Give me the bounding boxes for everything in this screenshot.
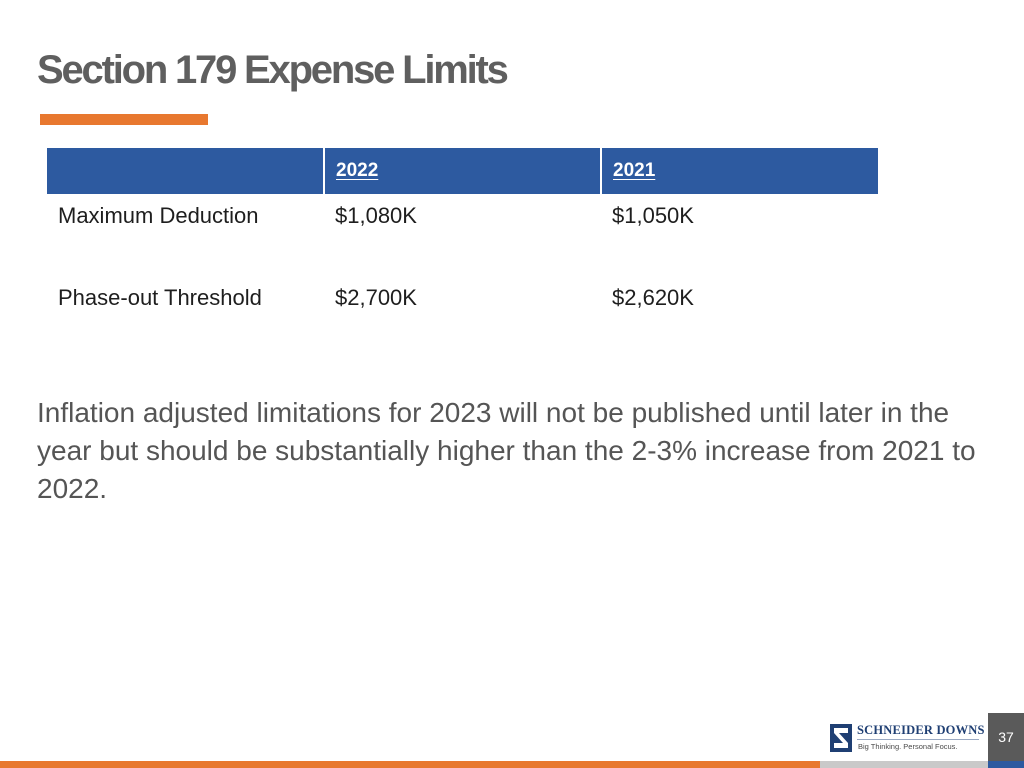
table-row: Maximum Deduction $1,080K $1,050K xyxy=(47,194,878,276)
company-logo: SCHNEIDER DOWNS Big Thinking. Personal F… xyxy=(830,722,984,754)
value-cell: $2,700K xyxy=(335,285,417,310)
footer-color-bar xyxy=(0,761,1024,768)
page-number: 37 xyxy=(988,713,1024,761)
title-accent-bar xyxy=(40,114,208,125)
table-header-row: 2022 2021 xyxy=(47,148,878,194)
footer-bar-blue xyxy=(988,761,1024,768)
logo-name: SCHNEIDER DOWNS xyxy=(857,723,985,737)
expense-limits-table: 2022 2021 Maximum Deduction $1,080K $1,0… xyxy=(47,148,878,358)
value-cell: $1,080K xyxy=(335,203,417,228)
logo-tagline: Big Thinking. Personal Focus. xyxy=(858,742,958,751)
footer-bar-grey xyxy=(820,761,988,768)
logo-divider xyxy=(857,739,979,740)
value-cell: $1,050K xyxy=(612,203,694,228)
header-cell-2021: 2021 xyxy=(600,148,878,194)
slide-title: Section 179 Expense Limits xyxy=(37,48,509,92)
value-cell: $2,620K xyxy=(612,285,694,310)
table-row: Phase-out Threshold $2,700K $2,620K xyxy=(47,276,878,358)
header-cell-blank xyxy=(47,148,324,194)
row-label-phase-out-threshold: Phase-out Threshold xyxy=(58,285,262,310)
logo-mark-icon xyxy=(830,724,852,752)
footer-bar-orange xyxy=(0,761,820,768)
row-label-maximum-deduction: Maximum Deduction xyxy=(58,203,259,228)
body-paragraph: Inflation adjusted limitations for 2023 … xyxy=(37,397,976,504)
header-cell-2022: 2022 xyxy=(323,148,601,194)
